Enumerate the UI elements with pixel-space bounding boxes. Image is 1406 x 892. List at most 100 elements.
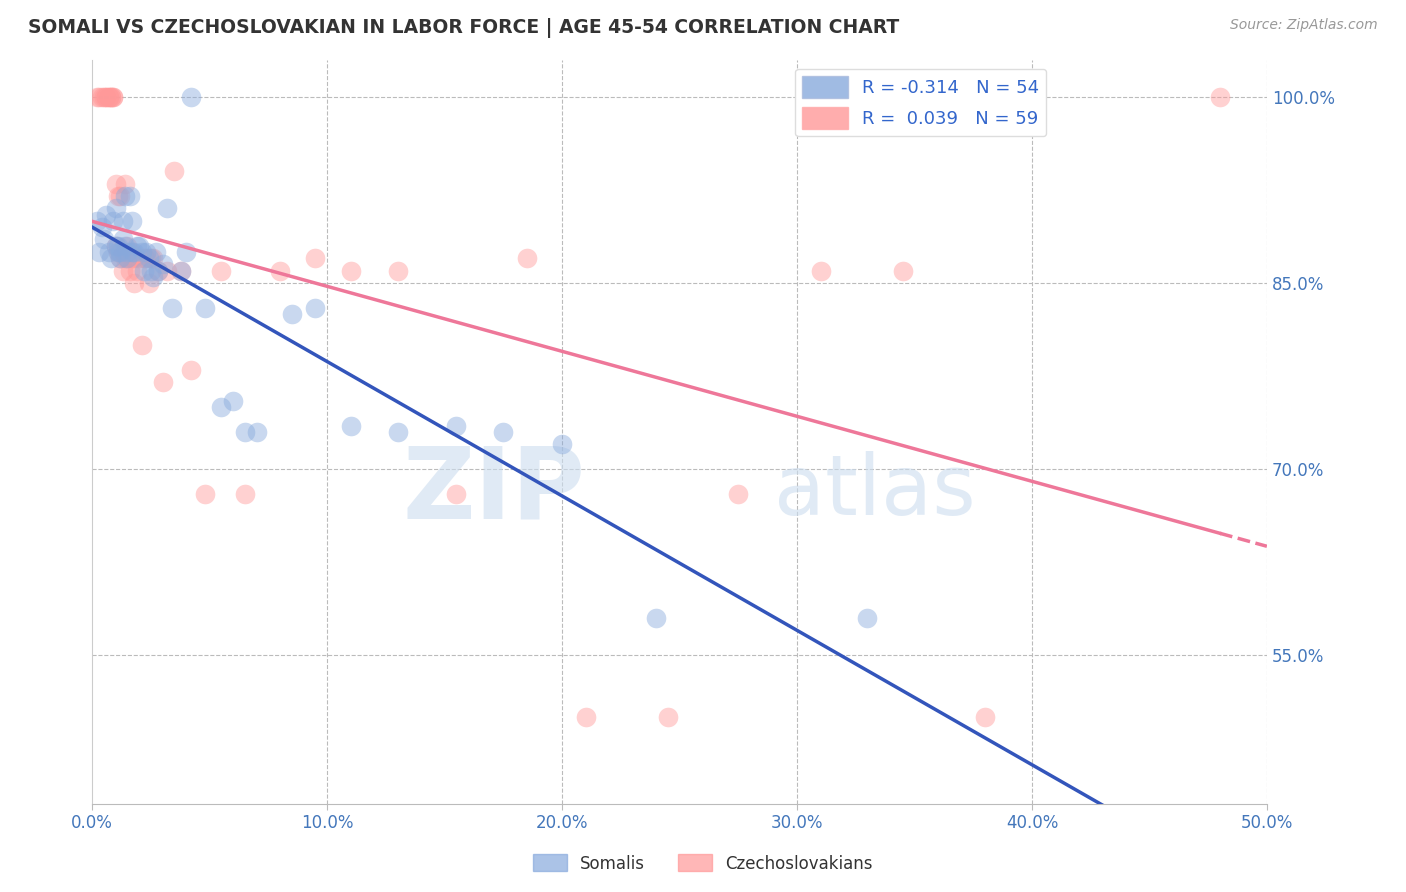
Point bbox=[121, 251, 143, 265]
Point bbox=[114, 251, 136, 265]
Point bbox=[446, 418, 468, 433]
Point bbox=[156, 263, 179, 277]
Point bbox=[146, 263, 169, 277]
Point bbox=[103, 90, 125, 104]
Point bbox=[100, 90, 122, 104]
Point bbox=[194, 487, 217, 501]
Point bbox=[387, 425, 409, 439]
Point bbox=[117, 251, 139, 265]
Point bbox=[170, 263, 193, 277]
Point bbox=[574, 710, 596, 724]
Point bbox=[90, 90, 112, 104]
Point bbox=[117, 238, 139, 252]
Point bbox=[180, 363, 202, 377]
Point bbox=[516, 251, 538, 265]
Point bbox=[194, 301, 217, 315]
Point bbox=[100, 251, 122, 265]
Point bbox=[107, 244, 129, 259]
Point bbox=[645, 611, 668, 625]
Point bbox=[156, 202, 179, 216]
Point bbox=[104, 238, 127, 252]
Point bbox=[118, 263, 141, 277]
Text: atlas: atlas bbox=[773, 450, 976, 532]
Point bbox=[304, 251, 326, 265]
Point bbox=[114, 177, 136, 191]
Point bbox=[97, 90, 120, 104]
Legend: R = -0.314   N = 54, R =  0.039   N = 59: R = -0.314 N = 54, R = 0.039 N = 59 bbox=[796, 69, 1046, 136]
Point bbox=[107, 238, 129, 252]
Point bbox=[1209, 90, 1232, 104]
Point bbox=[233, 425, 256, 439]
Point bbox=[117, 251, 139, 265]
Point bbox=[89, 244, 111, 259]
Point bbox=[111, 263, 134, 277]
Point bbox=[139, 263, 162, 277]
Point bbox=[124, 251, 146, 265]
Point bbox=[118, 189, 141, 203]
Text: ZIP: ZIP bbox=[402, 442, 585, 540]
Point bbox=[107, 189, 129, 203]
Point bbox=[124, 244, 146, 259]
Point bbox=[97, 244, 120, 259]
Point bbox=[209, 263, 232, 277]
Point bbox=[222, 393, 245, 408]
Point bbox=[810, 263, 832, 277]
Point bbox=[124, 276, 146, 290]
Point bbox=[146, 263, 169, 277]
Point bbox=[142, 269, 165, 284]
Point bbox=[209, 400, 232, 414]
Point bbox=[104, 177, 127, 191]
Point bbox=[160, 301, 183, 315]
Point bbox=[142, 251, 165, 265]
Point bbox=[107, 244, 129, 259]
Point bbox=[152, 257, 174, 271]
Point bbox=[103, 214, 125, 228]
Point bbox=[97, 90, 120, 104]
Point bbox=[93, 90, 115, 104]
Point bbox=[304, 301, 326, 315]
Point bbox=[89, 90, 111, 104]
Point bbox=[114, 238, 136, 252]
Point bbox=[90, 220, 112, 235]
Point bbox=[856, 611, 879, 625]
Point bbox=[103, 90, 125, 104]
Point bbox=[139, 251, 162, 265]
Point bbox=[135, 244, 157, 259]
Point bbox=[138, 251, 160, 265]
Point bbox=[125, 263, 148, 277]
Point bbox=[93, 232, 115, 246]
Point bbox=[492, 425, 515, 439]
Point bbox=[657, 710, 679, 724]
Point bbox=[110, 251, 132, 265]
Text: Source: ZipAtlas.com: Source: ZipAtlas.com bbox=[1230, 18, 1378, 32]
Point bbox=[131, 338, 153, 352]
Point bbox=[125, 238, 148, 252]
Point bbox=[110, 189, 132, 203]
Point bbox=[551, 437, 574, 451]
Point bbox=[114, 189, 136, 203]
Point bbox=[891, 263, 914, 277]
Point bbox=[269, 263, 291, 277]
Point bbox=[145, 244, 167, 259]
Point bbox=[132, 263, 155, 277]
Point bbox=[96, 90, 118, 104]
Point bbox=[111, 232, 134, 246]
Point bbox=[233, 487, 256, 501]
Point bbox=[138, 276, 160, 290]
Point bbox=[174, 244, 197, 259]
Point bbox=[132, 251, 155, 265]
Point bbox=[446, 487, 468, 501]
Point bbox=[281, 307, 304, 321]
Point bbox=[118, 244, 141, 259]
Point bbox=[96, 208, 118, 222]
Point bbox=[111, 214, 134, 228]
Point bbox=[163, 164, 186, 178]
Point bbox=[117, 244, 139, 259]
Point bbox=[135, 251, 157, 265]
Point bbox=[246, 425, 269, 439]
Point bbox=[111, 244, 134, 259]
Point bbox=[180, 90, 202, 104]
Point bbox=[96, 90, 118, 104]
Point bbox=[170, 263, 193, 277]
Point bbox=[128, 251, 150, 265]
